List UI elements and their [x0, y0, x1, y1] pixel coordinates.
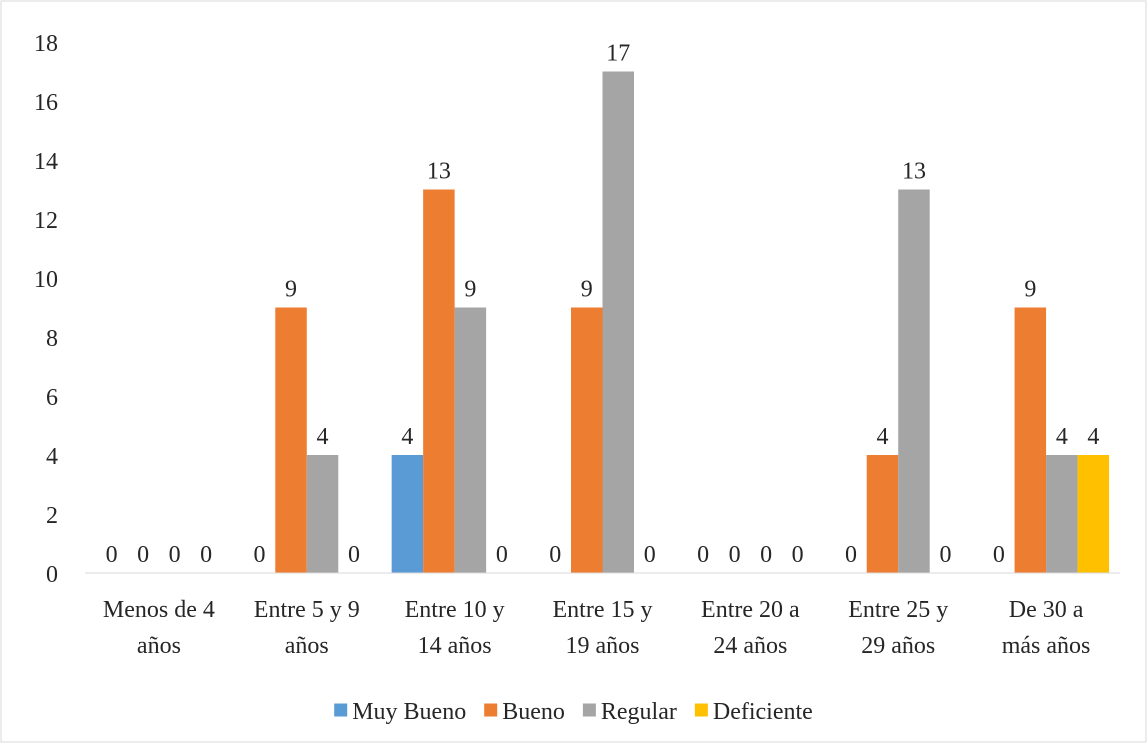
data-label: 0	[254, 542, 266, 568]
legend-item: Regular	[582, 699, 677, 725]
bar	[1077, 455, 1110, 573]
data-label: 0	[496, 542, 508, 568]
bar	[898, 189, 930, 573]
data-label: 0	[760, 542, 772, 568]
x-tick-label: Entre 10 y	[405, 597, 505, 623]
data-label: 4	[1087, 424, 1099, 450]
data-label: 0	[200, 542, 212, 568]
bar	[571, 307, 603, 573]
data-label: 9	[285, 277, 297, 303]
data-label: 0	[939, 542, 951, 568]
x-tick-label: 24 años	[713, 633, 787, 659]
legend-label: Deficiente	[713, 699, 813, 725]
legend: Muy Bueno Bueno Regular Deficiente	[334, 699, 813, 725]
data-label: 4	[1056, 424, 1068, 450]
y-tick-label: 0	[46, 562, 58, 588]
data-label: 4	[876, 424, 888, 450]
data-label: 4	[317, 424, 329, 450]
data-label: 0	[644, 542, 656, 568]
data-label: 0	[106, 542, 118, 568]
legend-swatch	[334, 703, 348, 717]
x-tick-label: Entre 25 y	[848, 597, 948, 623]
bar	[866, 455, 899, 573]
y-tick-label: 4	[46, 444, 58, 470]
x-tick-label: 19 años	[566, 633, 640, 659]
y-axis: 0 2 4 6 8 10 12 14 16 18	[34, 31, 58, 588]
bar	[306, 455, 339, 573]
y-tick-label: 14	[34, 149, 58, 175]
data-label: 0	[993, 542, 1005, 568]
y-tick-label: 18	[34, 31, 58, 57]
legend-label: Bueno	[502, 699, 565, 725]
bar	[391, 455, 424, 573]
bar	[423, 189, 455, 573]
legend-item: Muy Bueno	[334, 699, 466, 725]
data-label: 17	[606, 41, 630, 67]
legend-item: Deficiente	[694, 699, 813, 725]
data-label: 9	[581, 277, 593, 303]
data-label: 0	[348, 542, 360, 568]
y-tick-label: 12	[34, 208, 58, 234]
x-tick-label: años	[137, 633, 181, 659]
y-tick-label: 8	[46, 326, 58, 352]
data-label: 0	[697, 542, 709, 568]
legend-swatch	[484, 703, 498, 717]
bar	[1014, 307, 1047, 573]
legend-label: Regular	[601, 699, 677, 725]
legend-swatch	[582, 703, 596, 717]
x-tick-label: 29 años	[861, 633, 935, 659]
x-tick-label: años	[285, 633, 329, 659]
legend-label: Muy Bueno	[352, 699, 466, 725]
y-tick-label: 6	[46, 385, 58, 411]
data-label: 0	[169, 542, 181, 568]
y-tick-label: 10	[34, 267, 58, 293]
data-label: 9	[1024, 277, 1036, 303]
x-tick-label: Entre 5 y 9	[254, 597, 360, 623]
bar	[275, 307, 307, 573]
data-label: 0	[845, 542, 857, 568]
y-tick-label: 16	[34, 90, 58, 116]
data-label: 0	[729, 542, 741, 568]
x-tick-label: Entre 15 y	[553, 597, 653, 623]
x-tick-label: Entre 20 a	[701, 597, 800, 623]
x-tick-label: 14 años	[418, 633, 492, 659]
data-label: 4	[401, 424, 413, 450]
bar	[454, 307, 487, 573]
data-label: 0	[549, 542, 561, 568]
x-tick-label: Menos de 4	[103, 597, 215, 623]
data-label: 9	[464, 277, 476, 303]
data-label: 13	[427, 159, 451, 185]
x-tick-label: De 30 a	[1009, 597, 1084, 623]
data-label: 0	[792, 542, 804, 568]
legend-swatch	[694, 703, 708, 717]
x-axis: Menos de 4 años Entre 5 y 9 años Entre 10 y 1…	[85, 572, 1120, 659]
y-tick-label: 2	[46, 503, 58, 529]
data-label: 0	[137, 542, 149, 568]
bar	[1046, 455, 1078, 573]
bar	[602, 71, 634, 573]
x-tick-label: más años	[1002, 633, 1091, 659]
legend-item: Bueno	[484, 699, 565, 725]
data-label: 13	[902, 159, 926, 185]
